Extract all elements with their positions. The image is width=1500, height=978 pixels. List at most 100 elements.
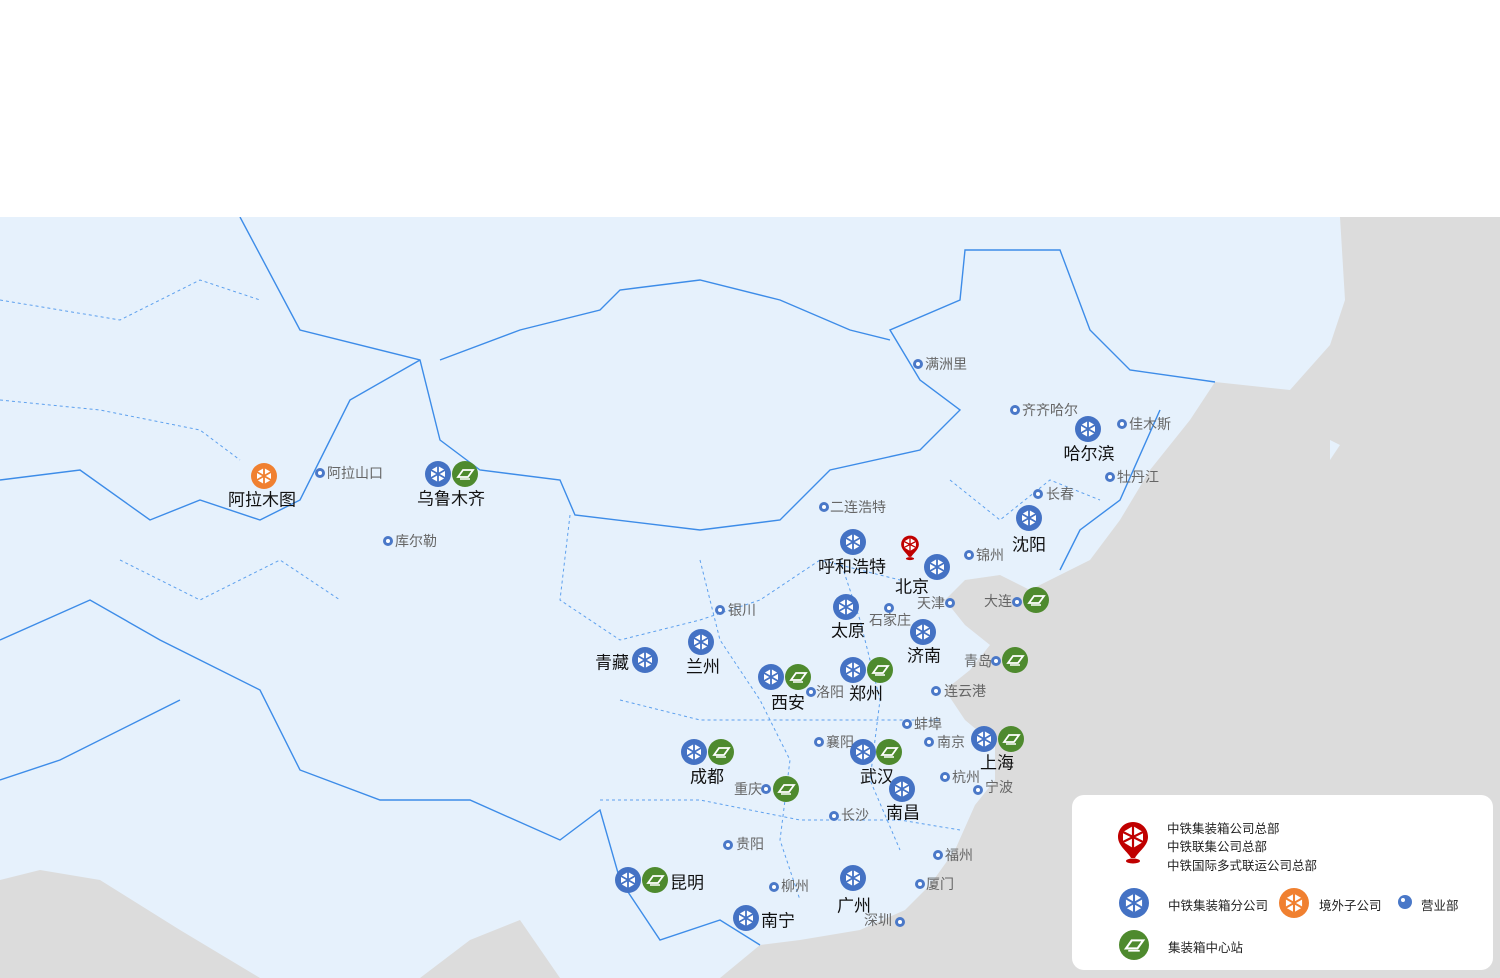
branch-icon[interactable] [758,664,784,690]
branch-icon[interactable] [615,867,641,893]
sales-office-icon [1398,895,1412,909]
sales-office-icon[interactable] [895,917,905,927]
city-label: 昆明 [670,873,704,894]
city-label: 石家庄 [869,613,911,629]
sales-office-icon[interactable] [819,502,829,512]
sales-office-icon[interactable] [931,686,941,696]
sales-office-icon[interactable] [902,719,912,729]
branch-icon[interactable] [833,594,859,620]
branch-icon[interactable] [850,739,876,765]
sales-office-icon[interactable] [1010,405,1020,415]
city-label: 西安 [771,693,805,714]
overseas-subsidiary-icon[interactable] [251,463,277,489]
legend-overseas-label: 境外子公司 [1319,898,1382,913]
sales-office-icon[interactable] [769,882,779,892]
city-label: 郑州 [849,684,883,705]
base-map [0,217,1500,978]
branch-icon[interactable] [910,619,936,645]
sales-office-icon[interactable] [1105,472,1115,482]
container-hub-icon[interactable] [876,739,902,765]
branch-icon[interactable] [924,554,950,580]
city-label: 二连浩特 [830,500,886,516]
container-hub-icon[interactable] [785,664,811,690]
sales-office-icon[interactable] [1033,489,1043,499]
sales-office-icon[interactable] [884,603,894,613]
city-label: 哈尔滨 [1063,444,1115,465]
container-hub-icon[interactable] [1023,587,1049,613]
city-label: 福州 [945,848,973,864]
sales-office-icon[interactable] [1117,419,1127,429]
city-label: 连云港 [944,684,986,700]
branch-icon[interactable] [1075,416,1101,442]
sales-office-icon[interactable] [933,850,943,860]
city-label: 天津 [917,596,945,612]
branch-icon[interactable] [971,726,997,752]
branch-icon[interactable] [733,905,759,931]
city-label: 洛阳 [816,685,844,701]
sales-office-icon[interactable] [915,879,925,889]
sales-office-icon[interactable] [315,468,325,478]
city-label: 杭州 [952,770,980,786]
city-label: 佳木斯 [1129,417,1171,433]
branch-icon[interactable] [1016,505,1042,531]
branch-icon[interactable] [840,865,866,891]
legend-office-label: 营业部 [1421,898,1459,913]
city-label: 兰州 [686,657,720,678]
city-label: 青藏 [595,653,629,674]
container-hub-icon[interactable] [867,657,893,683]
branch-icon[interactable] [425,461,451,487]
city-label: 南京 [937,735,965,751]
city-label: 库尔勒 [395,534,437,550]
city-label: 成都 [690,767,724,788]
container-hub-icon[interactable] [773,776,799,802]
container-hub-icon[interactable] [642,867,668,893]
sales-office-icon[interactable] [991,656,1001,666]
city-label: 贵阳 [736,837,764,853]
branch-icon[interactable] [889,776,915,802]
sales-office-icon[interactable] [973,785,983,795]
legend-hq-line-3: 中铁国际多式联运公司总部 [1167,858,1318,873]
container-hub-icon [1119,930,1149,964]
container-hub-icon[interactable] [452,461,478,487]
sales-office-icon[interactable] [723,840,733,850]
sales-office-icon[interactable] [940,772,950,782]
sales-office-icon[interactable] [945,598,955,608]
city-label: 南宁 [761,911,795,932]
city-label: 太原 [831,621,865,642]
branch-icon[interactable] [632,647,658,673]
city-label: 银川 [728,603,756,619]
city-label: 呼和浩特 [818,557,886,578]
sales-office-icon[interactable] [924,737,934,747]
sales-office-icon[interactable] [964,550,974,560]
sales-office-icon[interactable] [814,737,824,747]
container-hub-icon[interactable] [998,726,1024,752]
city-label: 锦州 [976,548,1004,564]
city-label: 满洲里 [925,357,967,373]
sales-office-icon[interactable] [829,811,839,821]
container-hub-icon[interactable] [708,739,734,765]
city-label: 深圳 [864,913,892,929]
container-hub-icon[interactable] [1002,647,1028,673]
sales-office-icon[interactable] [913,359,923,369]
sales-office-icon[interactable] [715,605,725,615]
city-label: 厦门 [926,877,954,893]
legend-hq-line-2: 中铁联集公司总部 [1167,839,1268,854]
city-label: 长春 [1046,487,1074,503]
city-label: 沈阳 [1012,535,1046,556]
city-label: 北京 [895,577,929,598]
china-railway-container-network-map[interactable]: 阿拉木图 阿拉山口 乌鲁木齐 库尔勒 满洲里 齐齐哈尔 哈尔滨 佳木斯 牡丹江 长春 沈阳 二连浩特呼… [0,217,1500,978]
city-label: 柳州 [781,879,809,895]
city-label: 武汉 [860,767,894,788]
city-label: 上海 [980,753,1014,774]
sales-office-icon[interactable] [761,784,771,794]
branch-icon[interactable] [840,529,866,555]
sales-office-icon[interactable] [1012,597,1022,607]
branch-icon[interactable] [688,629,714,655]
branch-icon[interactable] [681,739,707,765]
hq-pin-icon[interactable] [897,535,927,575]
sales-office-icon[interactable] [806,687,816,697]
branch-icon[interactable] [840,657,866,683]
legend: 中铁集装箱公司总部 中铁联集公司总部 中铁国际多式联运公司总部 中铁集装箱分公司… [1072,795,1493,970]
branch-icon [1119,888,1149,922]
sales-office-icon[interactable] [383,536,393,546]
